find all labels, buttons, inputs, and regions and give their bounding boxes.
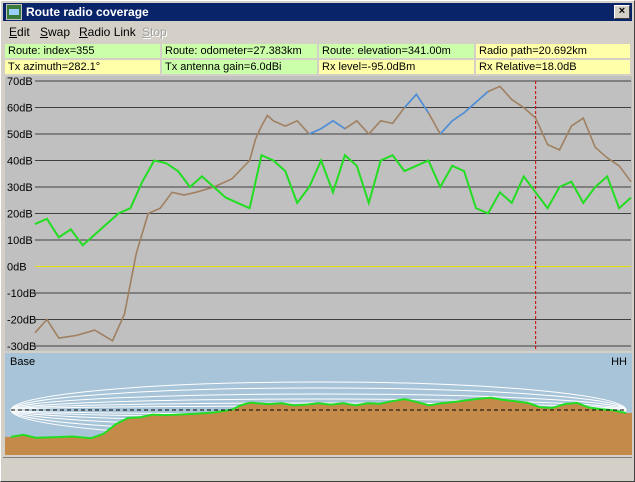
y-tick-label: -10dB [7, 288, 36, 300]
info-radio-path: Radio path=20.692km [476, 44, 630, 58]
info-route-odometer: Route: odometer=27.383km [162, 44, 317, 58]
coverage-chart-svg: 70dB 60dB 50dB 40dB 30dB 20dB 10dB 0dB -10dB -20d… [7, 76, 632, 351]
y-tick-label: 30dB [7, 182, 33, 194]
info-tx-gain: Tx antenna gain=6.0dBi [162, 60, 317, 74]
app-icon [6, 4, 22, 20]
menu-edit[interactable]: Edit [9, 25, 30, 39]
y-tick-label: 40dB [7, 156, 33, 168]
menu-radio-link[interactable]: Radio Link [79, 25, 136, 39]
y-tick-label: -20dB [7, 315, 36, 327]
signal-series-line [34, 153, 632, 247]
info-panel: Route: index=355 Route: odometer=27.383k… [5, 43, 632, 75]
info-rx-level: Rx level=-95.0dBm [319, 60, 474, 74]
y-tick-label: 70dB [7, 76, 33, 88]
menu-bar: Edit Swap Radio Link Stop [3, 22, 632, 41]
info-rx-relative: Rx Relative=18.0dB [476, 60, 630, 74]
window-title: Route radio coverage [26, 5, 149, 19]
terrain-fill [5, 397, 632, 455]
terrain-highlight-line [308, 119, 346, 135]
info-route-index: Route: index=355 [5, 44, 160, 58]
terrain-profile-svg: Base HH [5, 353, 632, 455]
close-button[interactable]: × [614, 5, 630, 19]
menu-stop: Stop [142, 25, 167, 39]
title-bar[interactable]: Route radio coverage × [3, 3, 632, 21]
profile-right-label: HH [611, 356, 627, 368]
menu-swap[interactable]: Swap [40, 25, 71, 39]
terrain-profile[interactable]: Base HH [5, 353, 632, 455]
y-tick-label: 0dB [7, 262, 27, 274]
y-tick-label: 50dB [7, 129, 33, 141]
terrain-highlight-line [403, 92, 430, 114]
close-icon: × [618, 5, 626, 17]
y-tick-label: 60dB [7, 103, 33, 115]
terrain-highlight-line [439, 91, 489, 135]
info-tx-azimuth: Tx azimuth=282.1° [5, 60, 160, 74]
profile-left-label: Base [10, 356, 35, 368]
y-tick-label: 10dB [7, 235, 33, 247]
terrain-surface-line [10, 396, 627, 440]
info-route-elevation: Route: elevation=341.00m [319, 44, 474, 58]
status-bar [3, 457, 632, 480]
y-tick-label: 20dB [7, 209, 33, 221]
coverage-chart[interactable]: 70dB 60dB 50dB 40dB 30dB 20dB 10dB 0dB -10dB -20d… [5, 76, 632, 351]
y-tick-label: -30dB [7, 341, 36, 351]
